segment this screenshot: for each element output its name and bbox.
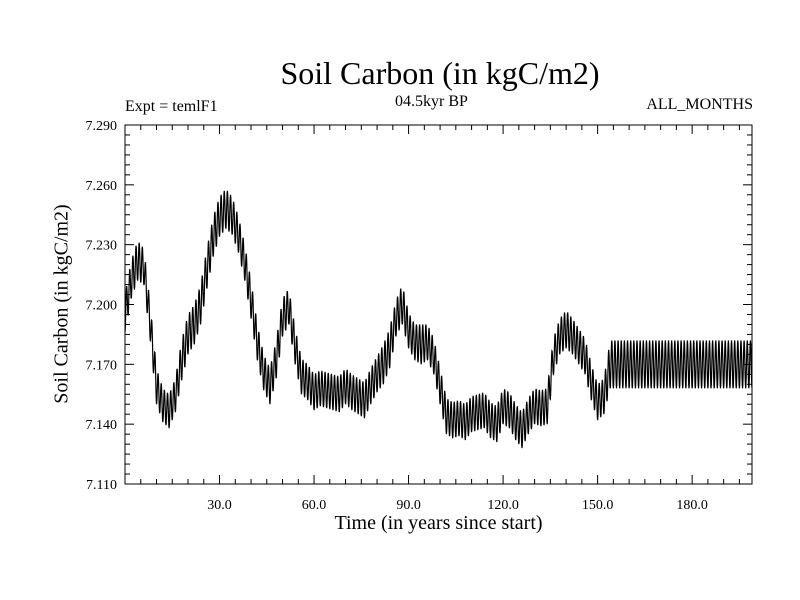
y-tick-label: 7.230	[86, 239, 118, 254]
y-tick-label: 7.290	[86, 119, 118, 134]
x-axis-label: Time (in years since start)	[334, 512, 543, 534]
plot-frame	[124, 124, 753, 485]
y-tick-label: 7.110	[86, 478, 117, 493]
x-tick-label: 30.0	[207, 498, 232, 513]
period-label: 04.5kyr BP	[395, 93, 468, 110]
x-tick-label: 150.0	[582, 498, 614, 513]
experiment-label: Expt = temlF1	[125, 98, 218, 115]
y-axis-label: Soil Carbon (in kgC/m2)	[50, 204, 73, 404]
x-tick-label: 60.0	[302, 498, 327, 513]
x-tick-label: 180.0	[676, 498, 708, 513]
y-tick-label: 7.170	[86, 358, 118, 373]
y-tick-label: 7.140	[86, 418, 118, 433]
chart-title: Soil Carbon (in kgC/m2)	[280, 55, 600, 91]
y-tick-label: 7.200	[86, 299, 118, 314]
months-label: ALL_MONTHS	[646, 96, 753, 113]
y-tick-label: 7.260	[86, 179, 118, 194]
x-tick-label: 90.0	[396, 498, 421, 513]
soil-carbon-series-line	[124, 190, 753, 449]
x-tick-label: 120.0	[487, 498, 519, 513]
